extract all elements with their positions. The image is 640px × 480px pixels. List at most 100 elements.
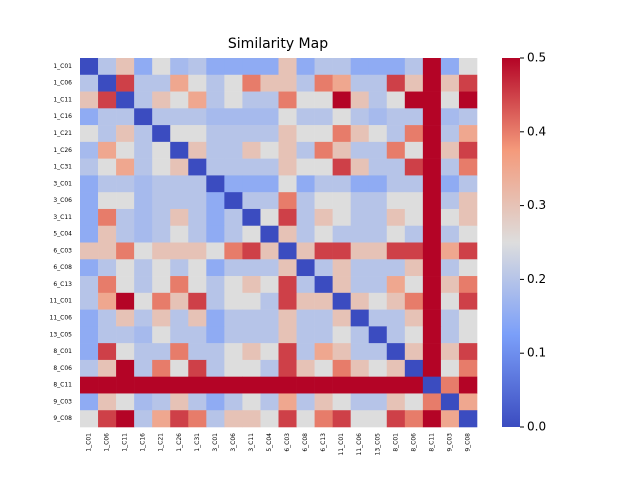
heatmap-cell [422, 225, 442, 243]
colorbar-tick-label: 0.0 [527, 420, 546, 434]
heatmap-cell [368, 175, 388, 193]
heatmap-cell [134, 225, 153, 243]
heatmap-cell [350, 91, 370, 109]
y-tick-label: 1_C11 [53, 96, 72, 103]
x-tick-label: 1_C16 [140, 433, 147, 452]
heatmap-cell [224, 108, 243, 126]
x-tick-label: 13_C05 [374, 433, 381, 456]
heatmap-cell [224, 343, 243, 361]
heatmap-cell [80, 141, 99, 159]
x-tick-label: 3_C11 [248, 433, 255, 452]
heatmap-cell [242, 376, 261, 394]
heatmap-cell [386, 125, 406, 143]
heatmap-cell [440, 208, 460, 227]
heatmap-cell [188, 158, 207, 176]
heatmap-cell [188, 343, 207, 361]
heatmap-cell [260, 393, 279, 411]
heatmap-cell [332, 91, 351, 109]
heatmap-cell [458, 91, 478, 109]
x-tick-label: 1_C01 [86, 433, 93, 452]
heatmap-cell [404, 58, 424, 76]
heatmap-cell [332, 242, 351, 260]
heatmap-cell [242, 141, 261, 159]
heatmap-cell [116, 225, 135, 243]
heatmap-cell [98, 359, 117, 377]
heatmap-cell [458, 208, 478, 227]
heatmap-cell [404, 242, 424, 260]
heatmap-cell [260, 158, 279, 176]
heatmap-cell [242, 292, 261, 310]
heatmap-cell [350, 158, 370, 176]
heatmap-cell [224, 58, 243, 76]
heatmap-cell [242, 108, 261, 126]
y-tick-label: 13_C05 [50, 331, 73, 338]
heatmap-cell [170, 343, 189, 361]
heatmap-cell [152, 175, 171, 193]
heatmap-cell [368, 259, 388, 277]
heatmap-cell [458, 292, 478, 310]
heatmap-cell [422, 125, 442, 143]
heatmap-cell [404, 125, 424, 143]
heatmap-cell [332, 343, 351, 361]
heatmap-cell [278, 91, 297, 109]
heatmap-cell [386, 259, 406, 277]
y-tick-label: 1_C31 [53, 164, 72, 171]
heatmap-cell [458, 192, 478, 210]
heatmap-cell [404, 74, 424, 92]
heatmap-cell [440, 225, 460, 243]
heatmap-cell [458, 141, 478, 159]
heatmap-cell [368, 410, 388, 428]
heatmap-cell [242, 208, 261, 227]
heatmap-cell [260, 242, 279, 260]
heatmap-cell [206, 276, 225, 294]
heatmap-cell [332, 359, 351, 377]
heatmap-cell [440, 309, 460, 327]
heatmap-cell [188, 141, 207, 159]
heatmap-cell [296, 359, 315, 377]
heatmap-cell [404, 276, 424, 294]
heatmap-cell [116, 208, 135, 227]
heatmap-cell [296, 343, 315, 361]
heatmap-cell [224, 242, 243, 260]
heatmap-cell [296, 208, 315, 227]
heatmap-cell [224, 259, 243, 277]
heatmap-cell [188, 326, 207, 344]
heatmap-cell [314, 292, 333, 310]
heatmap-cell [314, 208, 333, 227]
heatmap-cell [314, 309, 333, 327]
heatmap-cell [188, 276, 207, 294]
y-tick-label: 9_C03 [53, 398, 72, 405]
heatmap-cell [134, 343, 153, 361]
heatmap-cell [98, 108, 117, 126]
heatmap-cell [332, 74, 351, 92]
heatmap-cell [260, 276, 279, 294]
heatmap-cell [422, 393, 442, 411]
y-tick-label: 1_C16 [53, 113, 72, 120]
x-tick-label: 8_C06 [410, 433, 417, 452]
heatmap-cell [278, 108, 297, 126]
heatmap-cell [332, 276, 351, 294]
colorbar-tick-label: 0.4 [527, 124, 546, 138]
heatmap-cell [278, 343, 297, 361]
heatmap-cell [296, 125, 315, 143]
colorbar-tick-label: 0.3 [527, 198, 546, 212]
heatmap-cell [224, 393, 243, 411]
heatmap-cell [350, 192, 370, 210]
heatmap-cell [188, 125, 207, 143]
heatmap-cell [98, 125, 117, 143]
heatmap-cell [458, 74, 478, 92]
heatmap-cell [404, 410, 424, 428]
y-tick-label: 8_C01 [53, 348, 72, 355]
heatmap-cell [386, 393, 406, 411]
heatmap-cell [152, 276, 171, 294]
y-tick-label: 8_C11 [53, 382, 72, 389]
heatmap-cell [98, 410, 117, 428]
heatmap-cell [188, 242, 207, 260]
heatmap-cell [350, 376, 370, 394]
heatmap-cell [80, 192, 99, 210]
heatmap-cell [368, 158, 388, 176]
heatmap-cell [170, 309, 189, 327]
heatmap-cell [314, 359, 333, 377]
heatmap-cell [278, 410, 297, 428]
heatmap-cell [422, 242, 442, 260]
